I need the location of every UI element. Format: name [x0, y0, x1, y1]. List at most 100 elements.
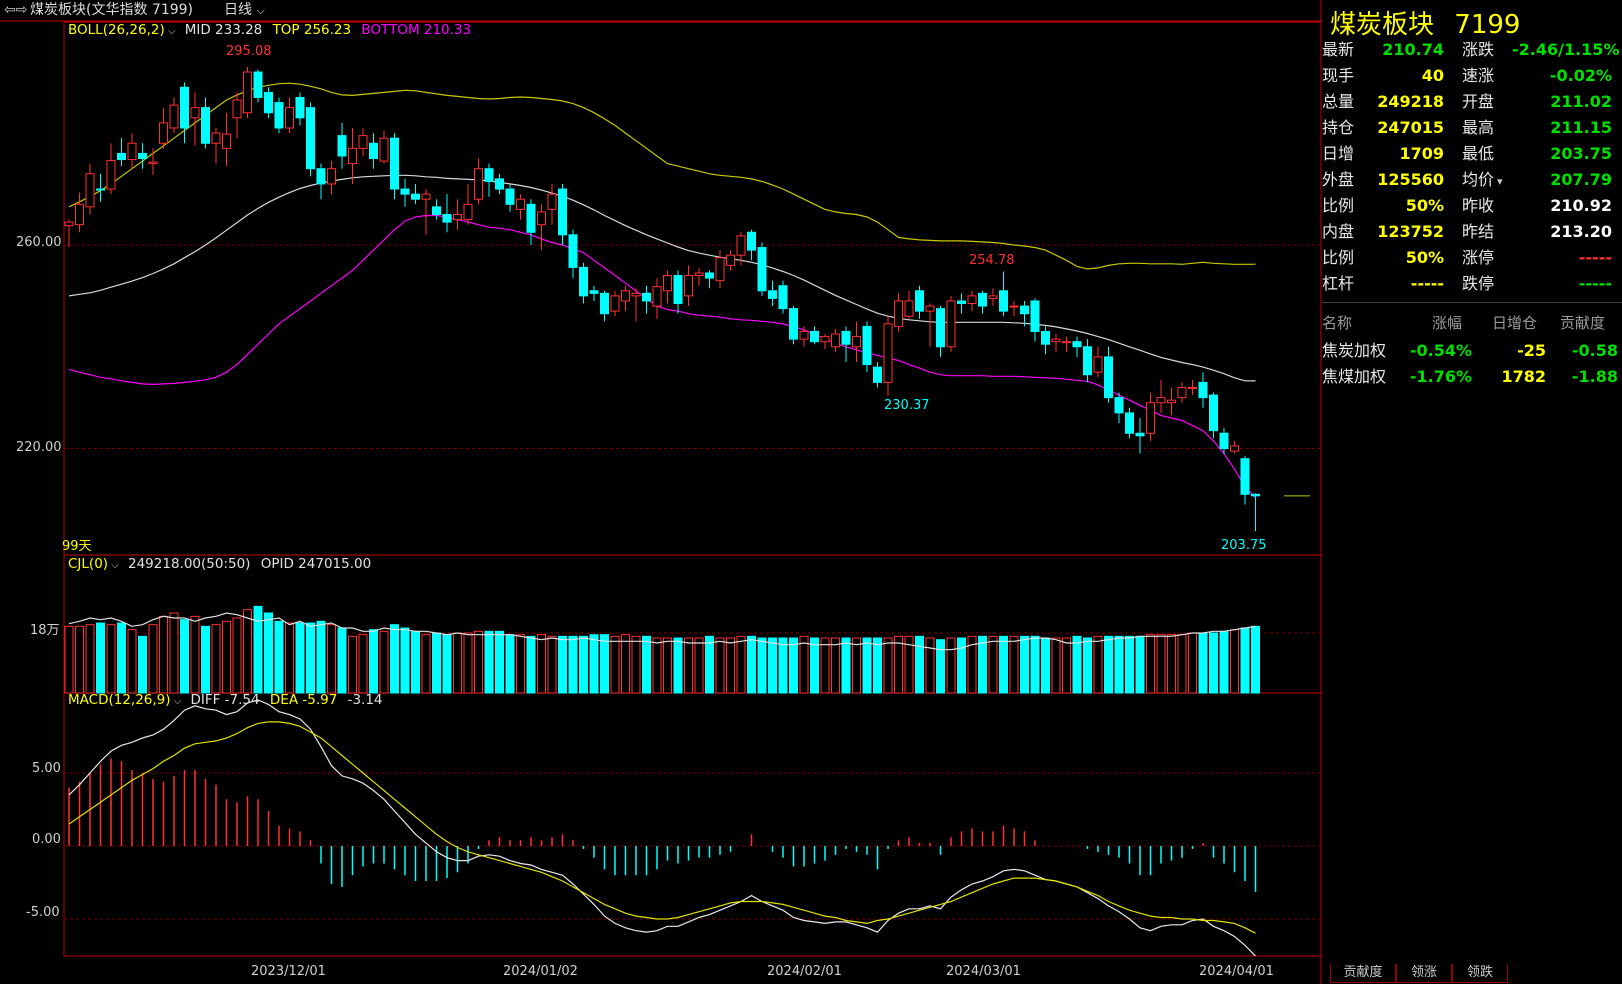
volume-bar[interactable] [484, 630, 494, 694]
candle[interactable] [201, 107, 210, 144]
volume-bar[interactable] [820, 637, 830, 694]
candle[interactable] [894, 300, 903, 327]
candle[interactable] [757, 247, 767, 292]
volume-bar[interactable] [988, 635, 998, 694]
tab-contribution[interactable]: 贡献度 [1330, 964, 1396, 983]
volume-bar[interactable] [106, 624, 116, 694]
candle[interactable] [831, 333, 840, 348]
candle[interactable] [442, 213, 452, 223]
volume-bar[interactable] [1051, 637, 1061, 694]
candle[interactable] [96, 188, 105, 191]
candle[interactable] [747, 231, 756, 251]
volume-bar[interactable] [442, 634, 452, 694]
volume-bar[interactable] [159, 615, 168, 694]
volume-bar[interactable] [673, 637, 683, 694]
candle[interactable] [379, 137, 389, 162]
candle[interactable] [841, 330, 851, 345]
candle[interactable] [715, 257, 725, 282]
candle[interactable] [999, 290, 1008, 312]
candle[interactable] [1177, 386, 1187, 399]
volume-bar[interactable] [211, 624, 221, 694]
candle[interactable] [799, 330, 809, 340]
volume-bar[interactable] [747, 635, 756, 694]
volume-bar[interactable] [327, 624, 336, 694]
candle[interactable] [64, 221, 74, 227]
volume-bar[interactable] [778, 637, 788, 694]
volume-bar[interactable] [1240, 627, 1250, 694]
candle[interactable] [684, 275, 693, 297]
candle[interactable] [348, 147, 357, 165]
volume-bar[interactable] [1093, 635, 1103, 694]
volume-bar[interactable] [631, 635, 641, 694]
volume-bar[interactable] [516, 634, 525, 694]
volume-bar[interactable] [726, 637, 735, 694]
volume-bar[interactable] [799, 635, 809, 694]
cjl-legend[interactable]: CJL(0) ⌵ 249218.00(50:50) OPID 247015.00 [68, 556, 371, 572]
candle[interactable] [1009, 305, 1019, 308]
candle[interactable] [789, 308, 798, 340]
candle[interactable] [1230, 445, 1239, 452]
volume-bar[interactable] [547, 635, 557, 694]
volume-bar[interactable] [505, 634, 515, 694]
candle[interactable] [537, 211, 546, 226]
candle[interactable] [862, 325, 872, 366]
volume-bar[interactable] [883, 637, 893, 694]
candle[interactable] [484, 168, 494, 182]
volume-bar[interactable] [1177, 634, 1187, 694]
volume-bar[interactable] [936, 639, 945, 694]
candle[interactable] [337, 135, 347, 157]
candle[interactable] [1093, 356, 1103, 373]
volume-bar[interactable] [715, 637, 725, 694]
volume-bar[interactable] [1219, 630, 1229, 694]
volume-bar[interactable] [369, 629, 378, 694]
candle[interactable] [610, 295, 620, 312]
volume-bar[interactable] [138, 635, 147, 694]
volume-bar[interactable] [558, 635, 567, 694]
volume-bar[interactable] [642, 635, 651, 694]
candle[interactable] [579, 266, 588, 297]
candle[interactable] [516, 198, 525, 210]
candle[interactable] [432, 206, 441, 215]
candle[interactable] [736, 235, 746, 256]
volume-bar[interactable] [589, 634, 599, 694]
volume-bar[interactable] [1030, 635, 1040, 694]
volume-bar[interactable] [1188, 632, 1197, 694]
volume-bar[interactable] [285, 622, 294, 694]
volume-bar[interactable] [1251, 625, 1260, 694]
candle[interactable] [106, 160, 116, 190]
volume-bar[interactable] [946, 637, 956, 694]
candle[interactable] [1062, 341, 1071, 344]
volume-bar[interactable] [705, 635, 714, 694]
volume-bar[interactable] [264, 612, 273, 694]
volume-bar[interactable] [663, 637, 672, 694]
volume-bar[interactable] [295, 622, 305, 694]
candle[interactable] [1209, 394, 1218, 432]
period-selector[interactable]: 日线 ⌵ [224, 0, 265, 21]
volume-bar[interactable] [873, 637, 882, 694]
volume-bar[interactable] [190, 615, 200, 694]
candle[interactable] [159, 122, 168, 144]
volume-bar[interactable] [600, 634, 609, 694]
volume-bar[interactable] [169, 612, 179, 694]
candle[interactable] [988, 295, 998, 299]
tab-leading-up[interactable]: 领涨 [1396, 964, 1452, 983]
volume-bar[interactable] [358, 634, 368, 694]
candle[interactable] [243, 71, 252, 114]
candle[interactable] [316, 168, 326, 185]
volume-bar[interactable] [421, 634, 431, 694]
candle[interactable] [327, 168, 336, 185]
volume-bar[interactable] [1072, 635, 1082, 694]
volume-bar[interactable] [390, 624, 399, 694]
candle[interactable] [148, 161, 158, 165]
volume-bar[interactable] [1146, 634, 1155, 694]
candle[interactable] [1020, 305, 1029, 315]
volume-bar[interactable] [999, 635, 1008, 694]
candle[interactable] [652, 286, 662, 307]
candle[interactable] [915, 290, 924, 312]
volume-bar[interactable] [1062, 637, 1071, 694]
volume-bar[interactable] [1009, 635, 1019, 694]
candle[interactable] [306, 107, 315, 170]
volume-bar[interactable] [180, 619, 189, 694]
candle[interactable] [642, 292, 651, 302]
volume-bar[interactable] [537, 634, 546, 694]
